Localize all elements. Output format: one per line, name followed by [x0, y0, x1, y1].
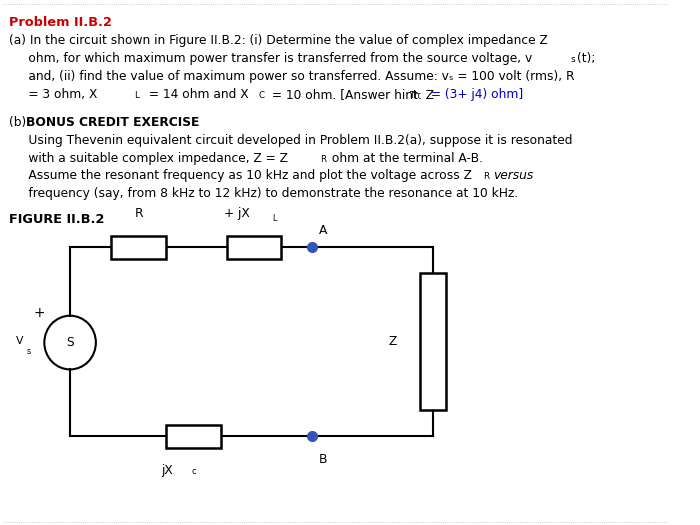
Text: R: R — [321, 154, 327, 164]
Text: Th: Th — [409, 91, 420, 100]
Text: jX: jX — [162, 464, 174, 477]
Text: = 3 ohm, X: = 3 ohm, X — [9, 88, 97, 101]
Text: R: R — [134, 207, 143, 220]
Text: Z: Z — [389, 335, 396, 348]
Text: = 14 ohm and X: = 14 ohm and X — [144, 88, 248, 101]
FancyBboxPatch shape — [111, 236, 167, 258]
Text: = (3+ j4) ohm]: = (3+ j4) ohm] — [427, 88, 524, 101]
Text: B: B — [319, 453, 328, 466]
Text: and, (ii) find the value of maximum power so transferred. Assume: vₛ = 100 volt : and, (ii) find the value of maximum powe… — [9, 70, 575, 83]
Text: ohm, for which maximum power transfer is transferred from the source voltage, v: ohm, for which maximum power transfer is… — [9, 52, 532, 65]
Text: L: L — [134, 91, 139, 100]
Text: V: V — [16, 335, 23, 345]
Text: ohm at the terminal A-B.: ohm at the terminal A-B. — [328, 152, 483, 165]
Text: (a) In the circuit shown in Figure II.B.2: (i) Determine the value of complex im: (a) In the circuit shown in Figure II.B.… — [9, 34, 548, 47]
Text: L: L — [272, 214, 276, 223]
Text: BONUS CREDIT EXERCISE: BONUS CREDIT EXERCISE — [26, 116, 199, 129]
Text: Problem II.B.2: Problem II.B.2 — [9, 16, 112, 29]
Text: c: c — [192, 467, 196, 476]
Text: (t);: (t); — [577, 52, 595, 65]
Text: s: s — [570, 55, 575, 64]
Text: Assume the resonant frequency as 10 kHz and plot the voltage across Z: Assume the resonant frequency as 10 kHz … — [9, 170, 472, 183]
FancyBboxPatch shape — [420, 273, 446, 410]
Text: +: + — [34, 306, 46, 320]
Text: Using Thevenin equivalent circuit developed in Problem II.B.2(a), suppose it is : Using Thevenin equivalent circuit develo… — [9, 134, 573, 146]
Text: S: S — [66, 336, 74, 349]
Text: FIGURE II.B.2: FIGURE II.B.2 — [9, 213, 104, 226]
Text: with a suitable complex impedance, Z = Z: with a suitable complex impedance, Z = Z — [9, 152, 288, 165]
Text: versus: versus — [493, 170, 533, 183]
Text: + jX: + jX — [224, 207, 249, 220]
Text: C: C — [258, 91, 264, 100]
Text: (b): (b) — [9, 116, 30, 129]
FancyBboxPatch shape — [227, 236, 281, 258]
Text: = 10 ohm. [Answer hint: Z: = 10 ohm. [Answer hint: Z — [267, 88, 433, 101]
Text: R: R — [483, 173, 489, 182]
Text: A: A — [319, 224, 328, 237]
Text: frequency (say, from 8 kHz to 12 kHz) to demonstrate the resonance at 10 kHz.: frequency (say, from 8 kHz to 12 kHz) to… — [9, 187, 518, 201]
Text: s: s — [27, 347, 31, 356]
FancyBboxPatch shape — [167, 425, 221, 447]
